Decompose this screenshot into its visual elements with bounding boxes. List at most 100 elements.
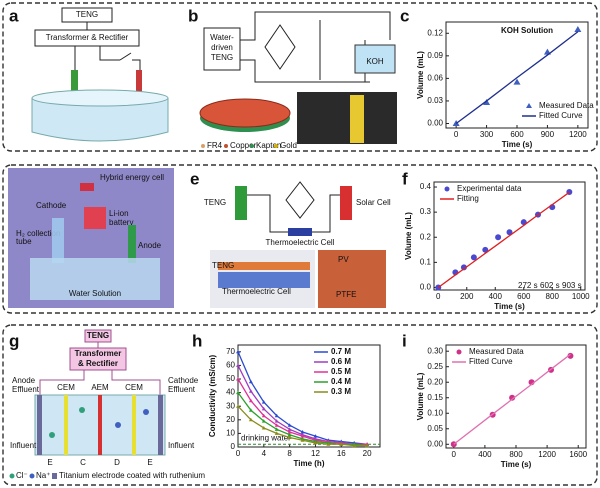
panel-letter: b [188,6,198,25]
data-point [470,254,477,261]
x-tick-label: 12 [311,449,320,458]
photo [297,92,397,144]
data-point [460,264,467,271]
legend-swatch [201,144,205,148]
label: Influent [168,441,195,450]
data-point [506,229,513,236]
label: Hybrid energy cell [100,173,164,182]
diagram-a: TENG Transformer & Rectifier [31,7,169,142]
container [30,258,160,300]
label: Transformer [75,349,122,358]
label: Cathode [36,201,67,210]
box [203,27,241,71]
legend-label: Measured Data [469,347,524,356]
data-point [274,431,279,435]
annotation: 903 s [562,281,582,290]
data-point [509,394,516,401]
ion [143,409,149,415]
annotation: 272 s [518,281,538,290]
y-tick-label: 0.09 [427,51,443,60]
label: Thermoelectric Cell [266,238,335,247]
x-tick-label: 0 [236,449,241,458]
data-point [300,430,305,434]
legend-label: 0.4 M [331,377,351,386]
photo-part [350,95,364,143]
y-tick-label: 0 [231,442,236,451]
label: PV [338,255,349,264]
data-point [248,408,253,412]
data-line [453,353,571,445]
legend-label: Fitted Curve [469,357,513,366]
y-tick-label: 10 [226,429,235,438]
legend-label: Kapton [256,141,281,150]
disk [199,98,291,128]
data-line [437,191,570,289]
data-point [483,98,491,105]
chart-title: KOH Solution [501,26,553,35]
data-point [261,425,266,430]
legend-label: Titanium electrode coated with ruthenium [59,471,205,480]
legend-label: Na⁺ [36,471,50,480]
data-point [287,430,292,434]
tube [52,218,64,263]
thermo-block [288,228,312,236]
data-point [313,434,318,438]
plot-frame [237,344,381,448]
y-tick-label: 0.10 [427,408,443,417]
y-axis-title: Volume (mL) [404,212,413,260]
diagram-b: Water- driven TENG KOH FR4 Copper Kapton… [199,11,397,150]
legend-swatch [9,473,15,479]
data-point [274,413,279,418]
electrode [128,225,136,263]
x-tick-label: 600 [510,130,524,139]
x-axis-title: Time (s) [501,460,532,469]
ion [79,407,85,413]
beaker [354,44,396,74]
data-point [513,78,521,85]
electrode [158,395,163,455]
x-tick-label: 0 [452,450,457,459]
membrane [64,395,68,455]
panel-letter: i [402,331,407,350]
y-tick-label: 50 [226,374,235,383]
x-tick-label: 300 [480,130,494,139]
layer [218,262,310,270]
x-tick-label: 800 [509,450,523,459]
x-tick-label: 400 [478,450,492,459]
y-tick-label: 0.20 [427,377,443,386]
x-axis-title: Time (h) [294,459,325,468]
component [80,183,94,191]
label: Water Solution [69,289,121,298]
legend-label: 0.3 M [331,387,351,396]
legend-swatch [52,473,57,479]
label: & Rectifier [78,359,118,368]
y-tick-label: 0.25 [427,362,443,371]
membrane [98,395,102,455]
y-axis-title: Volume (mL) [416,372,425,420]
wire [39,342,161,395]
x-tick-label: 200 [460,292,474,301]
label: H₂ collection [16,229,60,238]
x-tick-label: 1000 [572,292,590,301]
legend-label: Cl⁻ [16,471,28,480]
label: PTFE [336,290,356,299]
switch [119,52,132,61]
label: Thermoelectric Cell [222,287,291,296]
y-tick-label: 0.30 [427,346,443,355]
plot-frame [445,21,589,129]
y-tick-label: 0.3 [420,207,432,216]
x-tick-label: 0 [454,130,459,139]
label: E [147,458,152,467]
y-axis-title: Volume (mL) [416,51,425,99]
panel-letter: f [402,169,408,188]
x-tick-label: 600 [517,292,531,301]
data-point [326,442,331,446]
row-frame [2,164,598,314]
data-point [261,406,266,411]
data-point [236,349,240,354]
beaker [31,98,169,142]
x-tick-label: 900 [541,130,555,139]
label: Effluent [12,385,40,394]
data-point [248,398,253,403]
